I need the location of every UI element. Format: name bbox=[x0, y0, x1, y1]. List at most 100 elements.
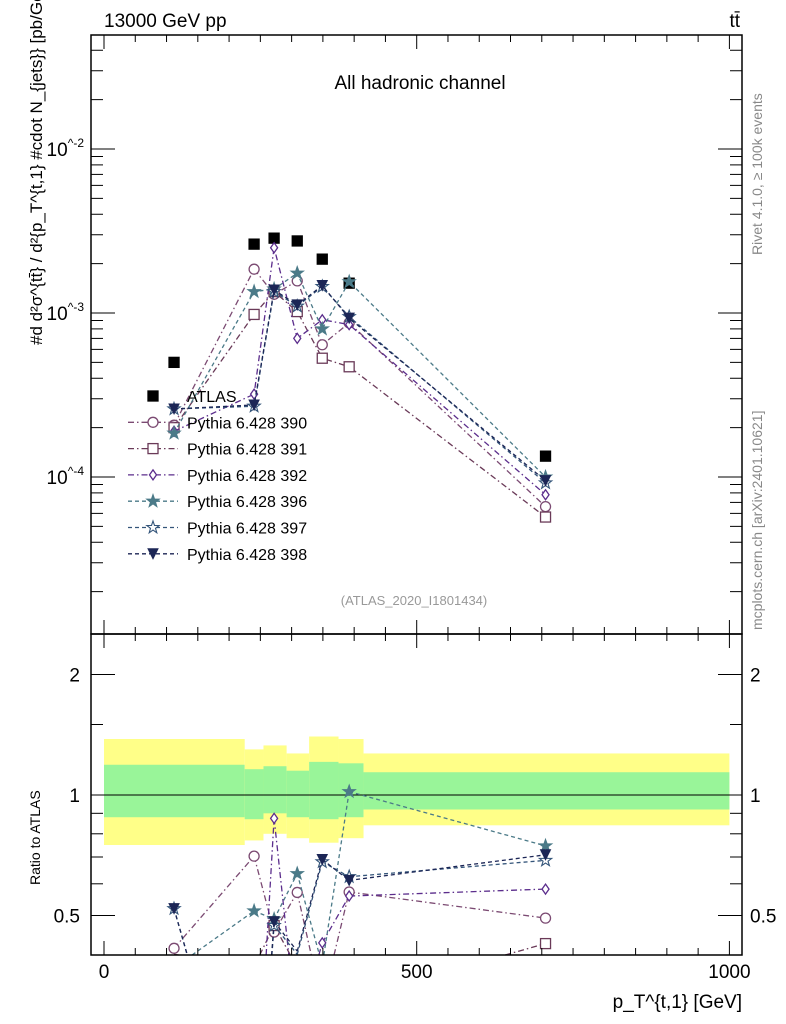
marker-shape bbox=[269, 812, 279, 825]
marker-shape bbox=[343, 312, 355, 325]
data-marks bbox=[166, 232, 554, 956]
series-pythia-6-428-398-point bbox=[316, 280, 329, 292]
legend-label: Pythia 6.428 391 bbox=[187, 442, 307, 459]
marker-shape bbox=[316, 339, 328, 351]
marker-shape bbox=[344, 318, 354, 331]
series-pythia-6-428-396-ratio-point bbox=[289, 865, 305, 881]
marker-shape bbox=[289, 865, 305, 881]
ratio-y-tick-label: 1 bbox=[69, 786, 80, 807]
series-pythia-6-428-391-ratio-segment bbox=[504, 942, 546, 956]
series-pythia-6-428-396-ratio-segment bbox=[296, 873, 321, 956]
marker-shape bbox=[147, 442, 159, 455]
series-pythia-6-428-396-ratio-point bbox=[537, 837, 554, 853]
series-pythia-6-428-396-ratio-segment bbox=[348, 790, 546, 847]
series-pythia-6-428-398-ratio-point bbox=[168, 903, 180, 915]
series-pythia-6-428-397-ratio-segment bbox=[296, 861, 323, 955]
ratio-y-tick-label-right: 1 bbox=[750, 786, 761, 807]
series-pythia-6-428-396-ratio-segment bbox=[253, 910, 275, 920]
ratio-y-axis-label: Ratio to ATLAS bbox=[27, 790, 43, 885]
series-pythia-6-428-398-ratio-point bbox=[316, 853, 329, 866]
marker-shape bbox=[341, 783, 357, 799]
series-pythia-6-428-392-ratio-point bbox=[317, 936, 327, 949]
series-pythia-6-428-390-point bbox=[316, 339, 328, 351]
series-pythia-6-428-392-ratio-segment bbox=[321, 895, 350, 944]
series-pythia-6-428-398-ratio-segment bbox=[270, 921, 275, 956]
uncertainty-band-green bbox=[104, 764, 245, 818]
series-pythia-6-428-396-ratio-segment bbox=[273, 873, 298, 920]
marker-shape bbox=[292, 332, 302, 345]
marker-shape bbox=[269, 241, 279, 254]
legend-label: Pythia 6.428 398 bbox=[187, 547, 307, 564]
series-pythia-6-428-398-point bbox=[168, 403, 180, 416]
marker-shape bbox=[147, 416, 159, 428]
marker-shape bbox=[291, 235, 303, 247]
x-tick-label: 1000 bbox=[708, 962, 750, 983]
marker-shape bbox=[539, 937, 552, 950]
series-pythia-6-428-392-ratio-segment bbox=[273, 818, 290, 956]
ratio-y-tick-label-right: 0.5 bbox=[750, 907, 776, 928]
series-pythia-6-428-396-ratio-point bbox=[341, 783, 357, 799]
series-pythia-6-428-391-ratio-point bbox=[539, 937, 552, 950]
series-pythia-6-428-391-point bbox=[316, 352, 328, 364]
header-left: 13000 GeV pp bbox=[104, 11, 227, 32]
series-pythia-6-428-390-ratio-segment bbox=[173, 855, 255, 949]
marker-shape bbox=[246, 902, 262, 918]
marker-shape bbox=[341, 273, 357, 289]
series-pythia-6-428-398-ratio-point bbox=[539, 849, 552, 861]
marker-shape bbox=[248, 308, 260, 321]
y-tick-label-1e-4: 10^-4 bbox=[47, 464, 85, 489]
series-pythia-6-428-390-ratio-segment bbox=[273, 892, 298, 933]
legend-label: Pythia 6.428 396 bbox=[187, 494, 307, 511]
series-pythia-6-428-396-point bbox=[341, 273, 357, 289]
series-pythia-6-428-396-point bbox=[314, 320, 330, 336]
marker-shape bbox=[248, 263, 260, 275]
chart-title: All hadronic channel bbox=[334, 73, 505, 94]
series-pythia-6-428-390-point bbox=[539, 500, 552, 513]
series-pythia-6-428-398-ratio-segment bbox=[173, 908, 188, 956]
marker-shape bbox=[268, 284, 280, 297]
series-pythia-6-428-392-ratio bbox=[265, 812, 550, 956]
series-pythia-6-428-398-point bbox=[248, 399, 260, 412]
series-pythia-6-428-390-ratio-point bbox=[248, 850, 260, 862]
series-pythia-6-428-398-ratio-segment bbox=[296, 859, 323, 952]
marker-shape bbox=[541, 488, 550, 501]
series-atlas-point bbox=[248, 238, 260, 250]
marker-shape bbox=[168, 356, 180, 369]
marker-shape bbox=[537, 837, 554, 853]
series-pythia-6-428-391-point bbox=[539, 511, 552, 523]
series-pythia-6-428-392-ratio-point bbox=[344, 889, 354, 903]
series-pythia-6-428-390-ratio-segment bbox=[333, 891, 350, 956]
analysis-label: (ATLAS_2020_I1801434) bbox=[341, 593, 487, 608]
axes: 10^-2 10^-3 10^-4 0 500 1000 0.5 0.5 1 1 2 2 bbox=[47, 34, 776, 983]
marker-shape bbox=[343, 361, 355, 373]
series-pythia-6-428-398-point bbox=[539, 475, 552, 487]
marker-shape bbox=[166, 425, 182, 440]
series-pythia-6-428-392-point bbox=[269, 241, 279, 254]
marker-shape bbox=[316, 853, 329, 866]
series-pythia-6-428-391-point bbox=[248, 308, 260, 321]
series-pythia-6-428-398-ratio bbox=[168, 849, 552, 956]
marker-shape bbox=[145, 492, 161, 508]
marker-shape bbox=[168, 403, 180, 416]
legend-marker bbox=[147, 416, 159, 428]
x-tick-label: 0 bbox=[99, 962, 110, 983]
series-pythia-6-428-396-ratio-segment bbox=[191, 910, 255, 956]
marker-shape bbox=[343, 874, 355, 887]
y-axis-label: #d d²σ^{tt̄} / d²{p_T^{t,1} #cdot N_{jet… bbox=[27, 0, 46, 345]
series-pythia-6-428-392-ratio-segment bbox=[318, 942, 323, 956]
ratio-y-tick-label-right: 2 bbox=[750, 666, 761, 687]
series-atlas-point bbox=[291, 235, 303, 247]
series-pythia-6-428-390-point bbox=[248, 263, 260, 275]
marker-shape bbox=[268, 916, 280, 928]
ratio-y-tick-label: 0.5 bbox=[54, 907, 80, 928]
uncertainty-band-green bbox=[286, 770, 310, 818]
series-pythia-6-428-398-point bbox=[291, 299, 304, 312]
marker-shape bbox=[539, 511, 552, 523]
ratio-y-tick-label: 2 bbox=[69, 666, 80, 687]
series-pythia-6-428-397-ratio-segment bbox=[349, 859, 546, 878]
legend-marker bbox=[147, 548, 159, 560]
marker-shape bbox=[316, 253, 328, 265]
marker-shape bbox=[539, 475, 552, 487]
legend-label: Pythia 6.428 397 bbox=[187, 521, 307, 538]
marker-shape bbox=[539, 450, 552, 462]
